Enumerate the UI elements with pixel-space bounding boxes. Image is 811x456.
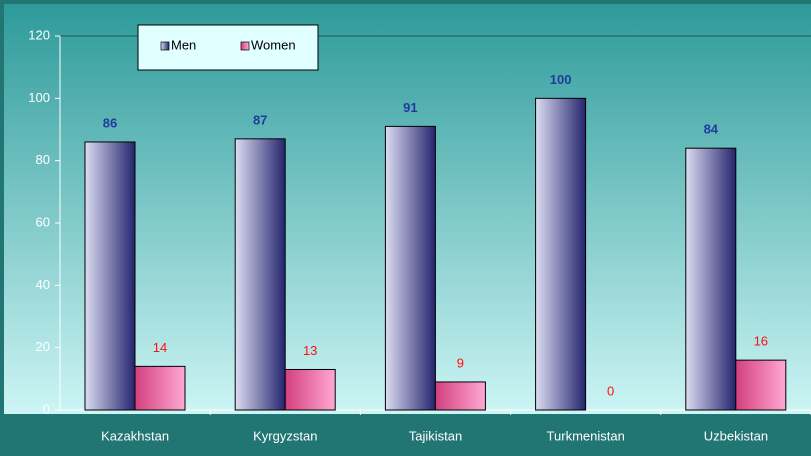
data-label: 9 bbox=[457, 355, 464, 370]
y-tick-label: 100 bbox=[28, 90, 50, 105]
y-tick-label: 0 bbox=[43, 401, 50, 416]
bar bbox=[434, 381, 486, 411]
y-tick-label: 80 bbox=[36, 152, 50, 167]
legend-label: Men bbox=[171, 37, 196, 52]
data-label: 91 bbox=[403, 100, 417, 115]
data-label: 86 bbox=[103, 115, 117, 130]
axis-strip bbox=[4, 414, 811, 456]
x-tick-label: Tajikistan bbox=[409, 428, 462, 443]
bar bbox=[735, 359, 787, 411]
x-tick-label: Kazakhstan bbox=[101, 428, 169, 443]
y-tick-label: 120 bbox=[28, 27, 50, 42]
y-tick-label: 20 bbox=[36, 339, 50, 354]
x-tick-label: Turkmenistan bbox=[547, 428, 625, 443]
x-tick-label: Kyrgyzstan bbox=[253, 428, 317, 443]
legend-marker bbox=[240, 41, 250, 51]
bar bbox=[234, 138, 286, 411]
y-tick-label: 60 bbox=[36, 214, 50, 229]
legend-marker bbox=[160, 41, 170, 51]
bar bbox=[535, 97, 587, 411]
data-label: 87 bbox=[253, 112, 267, 127]
bar bbox=[685, 147, 737, 411]
y-tick-label: 40 bbox=[36, 277, 50, 292]
data-label: 14 bbox=[153, 340, 167, 355]
data-label: 84 bbox=[704, 122, 719, 137]
data-label: 13 bbox=[303, 343, 317, 358]
data-label: 16 bbox=[754, 334, 768, 349]
legend-label: Women bbox=[251, 37, 296, 52]
bar bbox=[284, 368, 336, 411]
data-label: 0 bbox=[607, 383, 614, 398]
bar bbox=[134, 365, 186, 411]
bar bbox=[384, 125, 436, 411]
bar bbox=[84, 141, 136, 411]
data-label: 100 bbox=[550, 72, 572, 87]
x-tick-label: Uzbekistan bbox=[704, 428, 768, 443]
